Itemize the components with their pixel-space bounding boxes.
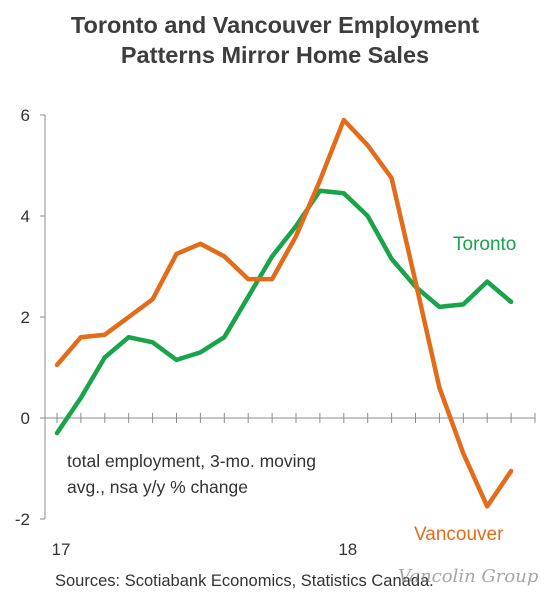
note-line-1: total employment, 3-mo. moving [67,451,316,471]
x-tick-label: 18 [338,540,357,559]
tick-labels: -2 0 2 4 6 17 18 [15,106,357,559]
note-line-2: avg., nsa y/y % change [67,477,248,497]
source-note: Sources: Scotiabank Economics, Statistic… [55,572,434,590]
chart-title-line-2: Patterns Mirror Home Sales [120,42,430,68]
series-lines [54,117,514,509]
x-tick-label: 17 [52,540,71,559]
series-label-vancouver: Vancouver [414,524,504,545]
y-tick-label: 4 [21,207,30,226]
watermark-logo: Vancolin Group [398,566,539,587]
chart-title-line-1: Toronto and Vancouver Employment [70,12,480,38]
y-tick-label: -2 [15,510,30,529]
axes [40,114,536,520]
series-label-toronto: Toronto [453,234,516,255]
series-line-toronto [54,188,514,436]
y-tick-label: 2 [21,308,30,327]
series-line-vancouver [54,117,514,509]
y-tick-label: 6 [21,106,30,125]
y-tick-label: 0 [21,409,30,428]
chart-title: Toronto and Vancouver Employment Pattern… [0,10,550,70]
